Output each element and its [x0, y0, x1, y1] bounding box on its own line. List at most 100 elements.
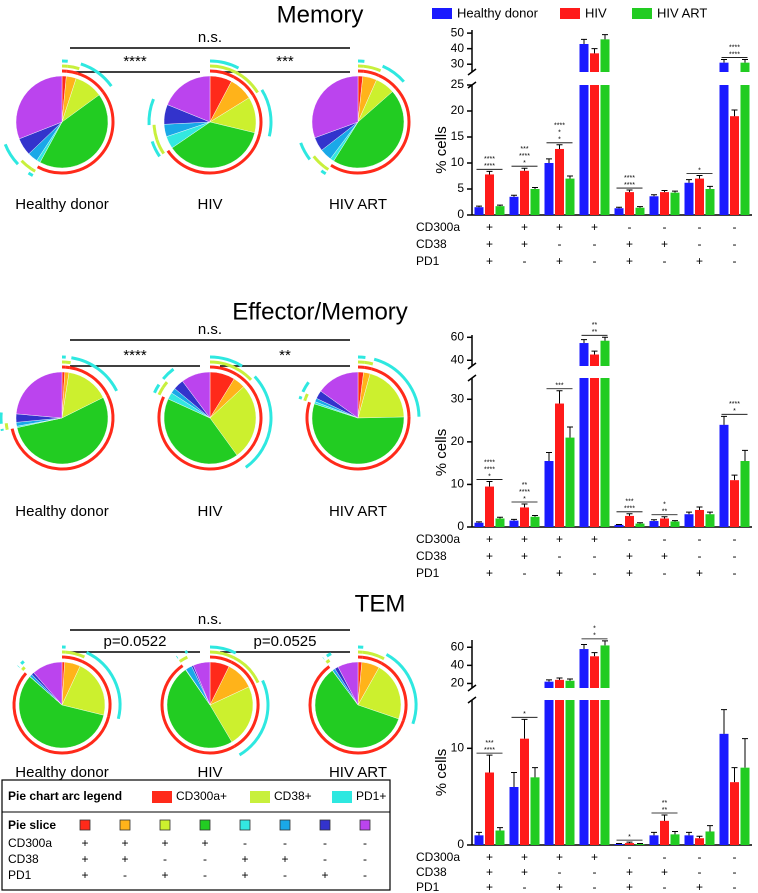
significance: **** [554, 123, 565, 130]
comparison-label: p=0.0522 [104, 633, 167, 650]
significance: * [523, 711, 526, 718]
slice-swatch [79, 819, 91, 831]
pie-arc [230, 660, 255, 686]
error-bar [721, 59, 727, 63]
pie-arc [153, 383, 161, 394]
pie-arc [362, 650, 385, 661]
significance: **** [624, 182, 635, 189]
pie-arc [304, 393, 309, 399]
marker-sign: - [523, 254, 527, 268]
marker-sign: + [521, 865, 528, 879]
error-bar [651, 194, 657, 197]
pie-arc [65, 650, 86, 659]
bar [495, 206, 505, 215]
error-bar [626, 513, 633, 516]
bar [695, 838, 704, 845]
bar [544, 461, 554, 527]
marker-sign: + [161, 836, 168, 850]
pie-label: HIV ART [329, 196, 387, 213]
pie-slice [193, 661, 211, 706]
marker-sign: - [628, 220, 632, 234]
comparison-label: **** [123, 53, 147, 70]
slice-swatch [319, 819, 331, 831]
pie-arc [364, 360, 374, 366]
marker-sign: + [591, 850, 598, 864]
axis-break [467, 696, 477, 704]
error-bar [731, 109, 738, 117]
axis-break [467, 68, 477, 76]
pie-slice [18, 676, 105, 749]
pie-arc [238, 679, 270, 757]
error-bar [672, 830, 678, 835]
bar [719, 733, 729, 845]
marker-sign: - [663, 254, 667, 268]
significance: * [663, 502, 666, 509]
panel-title: Effector/Memory [232, 298, 408, 325]
error-bar [511, 194, 517, 197]
pie-arc [380, 661, 408, 722]
pie-arc [85, 651, 122, 720]
marker-sign: + [626, 237, 633, 251]
bar [590, 85, 599, 215]
error-bar [591, 652, 598, 657]
pie-arc [362, 655, 383, 665]
legend-box [1, 779, 391, 891]
bar [695, 509, 704, 527]
marker-sign: + [486, 850, 493, 864]
bar [555, 148, 564, 215]
y-tick-label: 10 [451, 155, 465, 169]
legend-label: PD1+ [356, 789, 386, 803]
bar [660, 518, 669, 527]
pie-arc [330, 87, 411, 175]
bar [625, 192, 634, 215]
error-bar [476, 831, 482, 836]
bar [705, 189, 715, 215]
bar [590, 354, 599, 366]
marker-sign: + [556, 532, 563, 546]
bar [670, 834, 680, 845]
marker-sign: - [663, 850, 667, 864]
significance: ** [662, 807, 668, 814]
pie-arc [20, 660, 25, 665]
pie-label: Healthy donor [15, 196, 108, 213]
bar [684, 514, 694, 527]
error-bar [497, 516, 503, 519]
significance: * [558, 130, 561, 137]
pie-arc [363, 64, 382, 73]
pie-label: HIV [197, 196, 222, 213]
pie-arc [209, 365, 238, 376]
marker-name: PD1 [416, 254, 440, 268]
bar [509, 787, 519, 845]
pie-slice [171, 121, 255, 169]
significance: **** [624, 175, 635, 182]
pie-arc [20, 159, 33, 171]
axis-break [467, 362, 477, 370]
marker-sign: + [521, 237, 528, 251]
error-bar [637, 522, 643, 524]
marker-sign: - [733, 880, 737, 893]
marker-sign: + [121, 836, 128, 850]
marker-name: CD300a [416, 532, 460, 546]
significance: **** [519, 489, 530, 496]
bar [495, 830, 505, 845]
error-bar [567, 175, 573, 179]
pie-arc [209, 645, 237, 655]
comparison-label: ** [279, 347, 291, 364]
axis-break [467, 684, 477, 692]
significance: **** [729, 44, 740, 51]
pie-arc [69, 366, 110, 397]
bar [530, 777, 540, 845]
marker-sign: + [121, 852, 128, 866]
pie-slice [33, 661, 63, 706]
bar [705, 831, 715, 845]
marker-sign: - [593, 566, 597, 580]
pie-arc [325, 659, 331, 664]
error-bar [707, 185, 713, 189]
y-tick-label: 20 [451, 434, 465, 448]
marker-sign: + [626, 865, 633, 879]
bar [730, 782, 739, 845]
marker-sign: + [486, 566, 493, 580]
marker-sign: - [733, 220, 737, 234]
pie-arc [298, 395, 303, 400]
pie-arc [233, 684, 260, 748]
